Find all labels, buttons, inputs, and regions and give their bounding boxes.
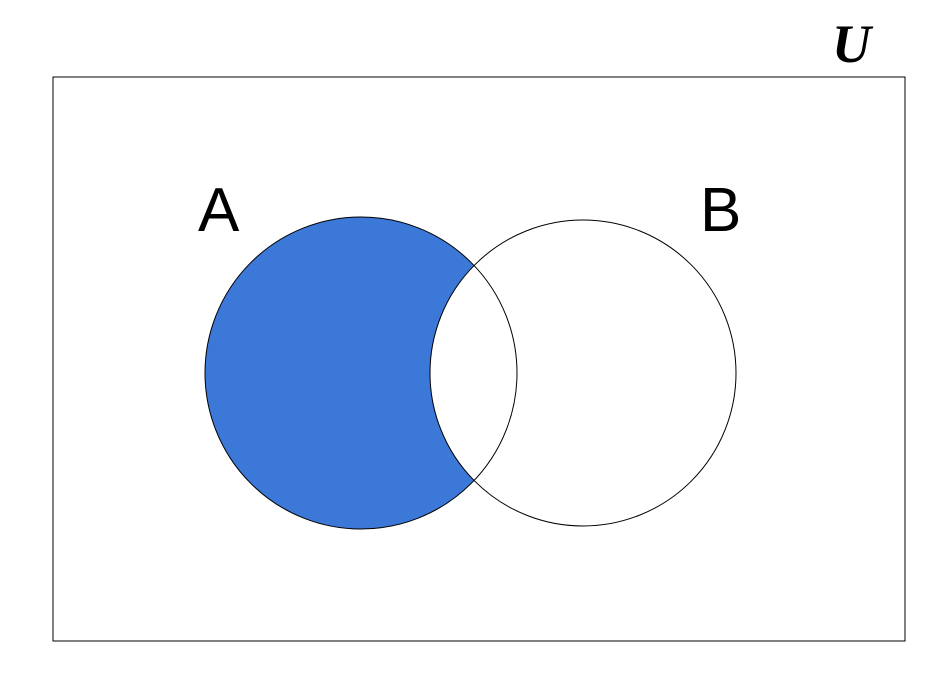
set-b-label: B (700, 176, 741, 245)
universe-label: U (832, 14, 874, 74)
set-a-shaded-region (205, 217, 517, 529)
universe-rectangle (52, 76, 906, 642)
set-b-circle (429, 219, 737, 527)
set-a-circle (204, 216, 518, 530)
set-a-label: A (198, 176, 240, 245)
